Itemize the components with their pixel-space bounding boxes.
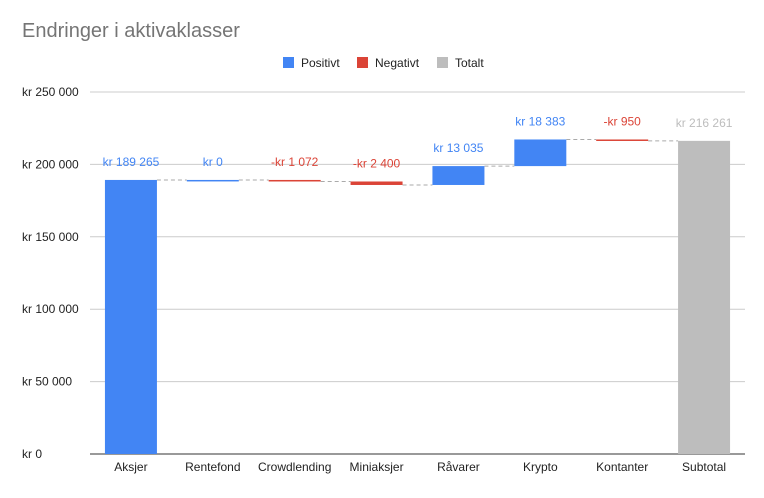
- chart-title: Endringer i aktivaklasser: [22, 20, 240, 42]
- bar-aksjer[interactable]: [104, 179, 157, 454]
- data-label: kr 216 261: [676, 116, 733, 130]
- legend-label-negative: Negativt: [375, 56, 420, 70]
- bar-miniaksjer[interactable]: [350, 181, 403, 185]
- x-category-label: Aksjer: [114, 460, 147, 474]
- x-category-label: Råvarer: [437, 460, 480, 474]
- legend-swatch-negative: [357, 57, 368, 68]
- x-category-label: Miniaksjer: [350, 460, 404, 474]
- x-category-label: Rentefond: [185, 460, 240, 474]
- x-category-label: Crowdlending: [258, 460, 331, 474]
- data-labels: kr 189 265 kr 0 -kr 1 072 -kr 2 400 kr 13 03…: [103, 114, 733, 170]
- x-category-labels: Aksjer Rentefond Crowdlending Miniaksjer Råv…: [114, 460, 726, 474]
- bar-krypto[interactable]: [514, 139, 567, 167]
- legend-label-total: Totalt: [455, 56, 484, 70]
- data-label: kr 18 383: [515, 114, 565, 128]
- data-label: kr 13 035: [433, 141, 483, 155]
- bar-subtotal[interactable]: [678, 140, 731, 454]
- data-label: kr 189 265: [103, 155, 160, 169]
- data-label: -kr 1 072: [271, 155, 319, 169]
- data-label: -kr 2 400: [353, 156, 401, 170]
- y-tick-label: kr 100 000: [22, 302, 79, 316]
- bars: [104, 139, 731, 454]
- x-category-label: Kontanter: [596, 460, 648, 474]
- y-tick-label: kr 250 000: [22, 85, 79, 99]
- data-label: -kr 950: [604, 114, 642, 128]
- legend-label-positive: Positivt: [301, 56, 340, 70]
- data-label: kr 0: [203, 155, 223, 169]
- y-tick-label: kr 200 000: [22, 157, 79, 171]
- y-tick-label: kr 0: [22, 447, 42, 461]
- x-category-label: Subtotal: [682, 460, 726, 474]
- bar-råvarer[interactable]: [432, 166, 485, 185]
- legend-item-positive[interactable]: Positivt: [283, 56, 340, 70]
- y-tick-labels: kr 0 kr 50 000 kr 100 000 kr 150 000 kr 200 …: [22, 85, 79, 461]
- chart-legend: Positivt Negativt Totalt: [283, 56, 484, 70]
- connector-lines: [156, 138, 679, 186]
- legend-swatch-positive: [283, 57, 294, 68]
- legend-swatch-total: [437, 57, 448, 68]
- y-tick-label: kr 150 000: [22, 230, 79, 244]
- bar-rentefond[interactable]: [186, 179, 239, 182]
- bar-kontanter[interactable]: [596, 139, 649, 141]
- y-gridlines: [90, 91, 745, 455]
- legend-item-negative[interactable]: Negativt: [357, 56, 420, 70]
- y-tick-label: kr 50 000: [22, 375, 72, 389]
- bar-crowdlending[interactable]: [268, 179, 321, 182]
- x-category-label: Krypto: [523, 460, 558, 474]
- legend-item-total[interactable]: Totalt: [437, 56, 484, 70]
